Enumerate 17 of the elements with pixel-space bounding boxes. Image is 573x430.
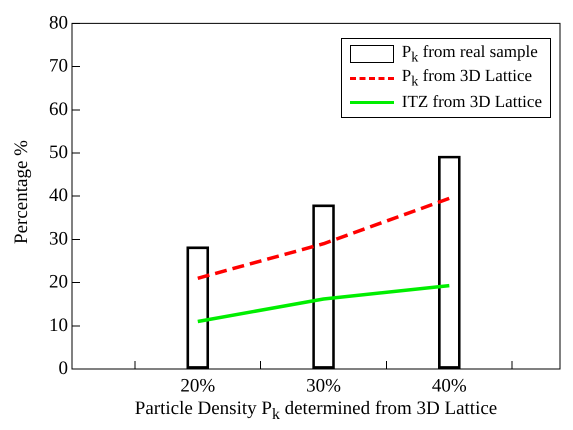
y-tick-label: 70 <box>49 56 68 77</box>
y-tick-label: 10 <box>49 314 68 336</box>
x-axis-title: Particle Density P$_{k}$ determined from 3D Lattice <box>134 398 498 424</box>
x-tick-label: 30% <box>306 375 342 396</box>
x-tick-label: 20% <box>180 375 216 396</box>
y-tick-label: 0 <box>58 358 68 379</box>
legend-label: P$_{k}$ from 3D Lattice <box>402 66 532 90</box>
y-tick-label: 30 <box>49 228 68 250</box>
legend-label: P$_{k}$ from real sample <box>402 42 538 66</box>
legend-label: ITZ from 3D Lattice <box>402 92 542 112</box>
y-tick-label: 80 <box>49 12 68 34</box>
y-tick-label: 50 <box>49 142 68 163</box>
y-tick-label: 40 <box>49 185 68 206</box>
y-axis-title: Percentage % <box>11 140 33 244</box>
x-tick-label: 40% <box>432 375 467 396</box>
y-tick-label: 20 <box>49 272 68 293</box>
y-tick-label: 60 <box>49 98 68 120</box>
